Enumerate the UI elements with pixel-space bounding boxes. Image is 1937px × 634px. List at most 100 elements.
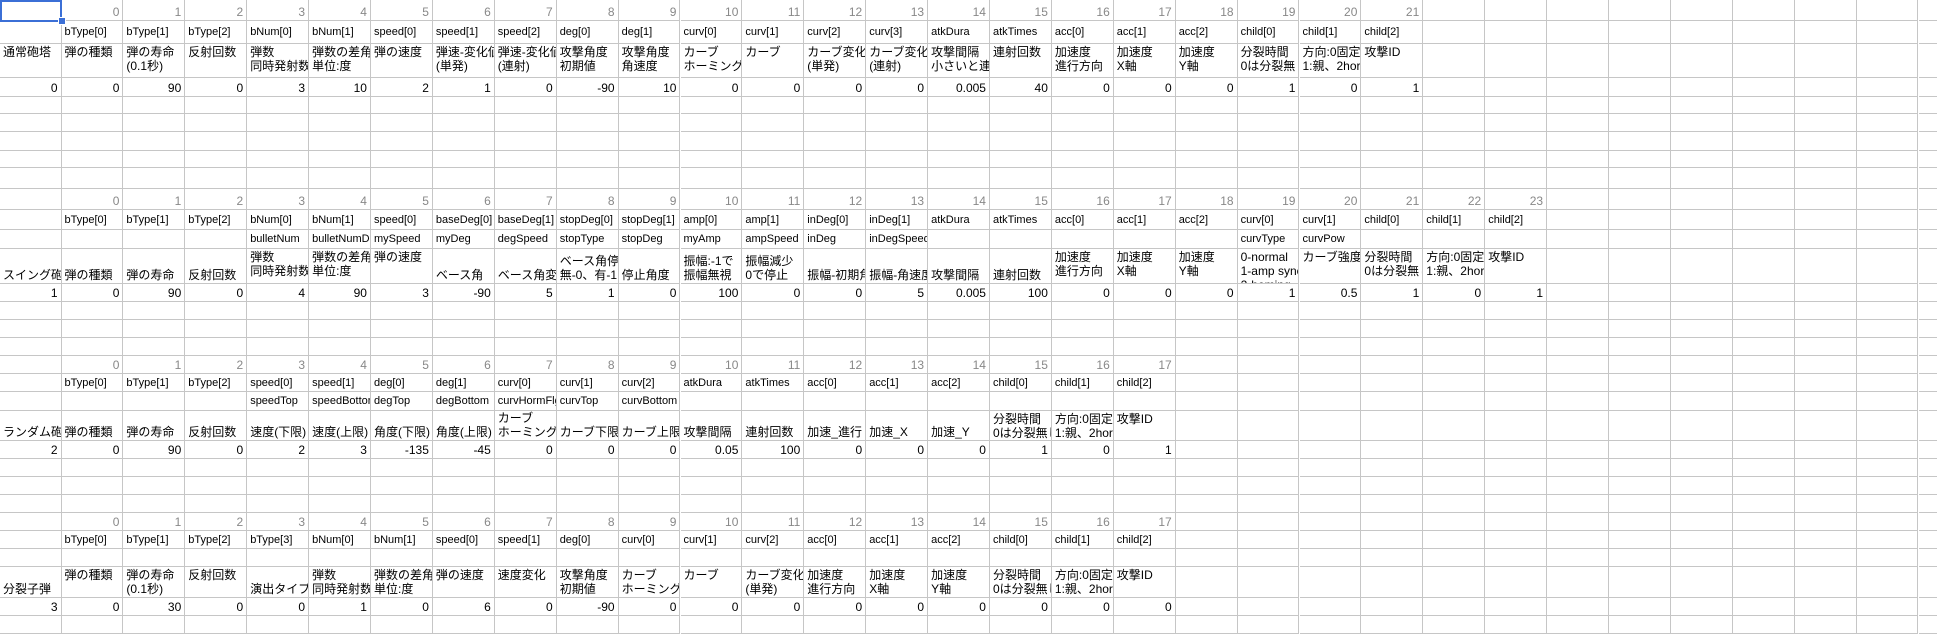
value-cell[interactable]: 90	[123, 441, 185, 459]
field-name-cell[interactable]: speed[0]	[371, 210, 433, 230]
cell[interactable]	[1733, 97, 1795, 114]
cell[interactable]	[123, 459, 185, 477]
column-index-cell[interactable]: 0	[62, 189, 124, 210]
column-index-cell[interactable]: 9	[619, 513, 681, 531]
cell[interactable]	[1795, 44, 1857, 78]
description-label-cell[interactable]: 攻撃ID	[1114, 411, 1176, 441]
cell[interactable]	[1423, 78, 1485, 97]
column-index-cell[interactable]: 4	[309, 513, 371, 531]
column-index-cell[interactable]: 4	[309, 189, 371, 210]
cell[interactable]	[309, 459, 371, 477]
cell[interactable]	[1919, 616, 1937, 634]
cell[interactable]	[1671, 0, 1733, 21]
description-label-cell[interactable]: ベース角	[433, 249, 495, 284]
description-label-cell[interactable]: 反射回数	[185, 44, 247, 78]
cell[interactable]	[1795, 338, 1857, 356]
cell[interactable]	[123, 132, 185, 151]
value-cell[interactable]: 0	[371, 598, 433, 616]
variable-name-cell[interactable]: stopType	[557, 230, 619, 249]
cell[interactable]	[1361, 151, 1423, 168]
cell[interactable]	[309, 302, 371, 320]
description-label-cell[interactable]: 分裂時間 0は分裂無し	[990, 567, 1052, 598]
column-index-cell[interactable]: 9	[619, 0, 681, 21]
cell[interactable]	[1238, 114, 1300, 132]
cell[interactable]	[1857, 598, 1919, 616]
cell[interactable]	[1857, 513, 1919, 531]
value-cell[interactable]: 0	[866, 78, 928, 97]
cell[interactable]	[866, 392, 928, 411]
column-index-cell[interactable]: 7	[495, 513, 557, 531]
cell[interactable]	[681, 151, 743, 168]
cell[interactable]	[1547, 495, 1609, 513]
cell[interactable]	[495, 151, 557, 168]
cell[interactable]	[1733, 151, 1795, 168]
column-index-cell[interactable]: 9	[619, 356, 681, 374]
cell[interactable]	[1919, 567, 1937, 598]
cell[interactable]	[1300, 356, 1362, 374]
cell[interactable]	[1919, 320, 1937, 338]
cell[interactable]	[1857, 210, 1919, 230]
cell[interactable]	[1423, 495, 1485, 513]
cell[interactable]	[1361, 616, 1423, 634]
cell[interactable]	[1423, 114, 1485, 132]
description-label-cell[interactable]: 攻撃間隔	[928, 249, 990, 284]
column-index-cell[interactable]: 16	[1052, 513, 1114, 531]
cell[interactable]	[123, 477, 185, 495]
cell[interactable]	[495, 338, 557, 356]
cell[interactable]	[1300, 477, 1362, 495]
cell[interactable]	[1361, 132, 1423, 151]
cell[interactable]	[123, 230, 185, 249]
cell[interactable]	[185, 392, 247, 411]
cell[interactable]	[185, 302, 247, 320]
value-cell[interactable]: 0	[185, 441, 247, 459]
field-name-cell[interactable]: child[2]	[1114, 374, 1176, 392]
column-index-cell[interactable]: 6	[433, 356, 495, 374]
field-name-cell[interactable]: deg[0]	[557, 21, 619, 44]
value-cell[interactable]: 0	[62, 598, 124, 616]
cell[interactable]	[1300, 616, 1362, 634]
cell[interactable]	[1300, 567, 1362, 598]
description-label-cell[interactable]: ベース角変化	[495, 249, 557, 284]
field-name-cell[interactable]: curv[2]	[619, 374, 681, 392]
cell[interactable]	[1423, 356, 1485, 374]
field-name-cell[interactable]: acc[2]	[1176, 210, 1238, 230]
value-cell[interactable]: 0	[804, 441, 866, 459]
cell[interactable]	[1300, 598, 1362, 616]
field-name-cell[interactable]: child[1]	[1052, 531, 1114, 549]
cell[interactable]	[1361, 459, 1423, 477]
field-name-cell[interactable]: speed[1]	[433, 21, 495, 44]
cell[interactable]	[1052, 132, 1114, 151]
value-cell[interactable]: 5	[495, 284, 557, 302]
value-cell[interactable]: 0.05	[681, 441, 743, 459]
column-index-cell[interactable]: 13	[866, 189, 928, 210]
field-name-cell[interactable]: acc[1]	[1114, 210, 1176, 230]
cell[interactable]	[742, 97, 804, 114]
field-name-cell[interactable]: bNum[0]	[247, 21, 309, 44]
cell[interactable]	[1857, 549, 1919, 567]
cell[interactable]	[433, 616, 495, 634]
cell[interactable]	[1919, 0, 1937, 21]
cell[interactable]	[0, 21, 62, 44]
cell[interactable]	[1795, 392, 1857, 411]
cell[interactable]	[1795, 477, 1857, 495]
description-label-cell[interactable]: 方向:0固定 1:親、2hormi	[1052, 567, 1114, 598]
column-index-cell[interactable]: 20	[1300, 189, 1362, 210]
field-name-cell[interactable]: child[2]	[1361, 21, 1423, 44]
cell[interactable]	[1361, 598, 1423, 616]
cell[interactable]	[309, 132, 371, 151]
cell[interactable]	[1795, 459, 1857, 477]
cell[interactable]	[62, 151, 124, 168]
cell[interactable]	[1423, 531, 1485, 549]
column-index-cell[interactable]: 8	[557, 0, 619, 21]
cell[interactable]	[185, 459, 247, 477]
cell[interactable]	[1795, 302, 1857, 320]
value-cell[interactable]: 0	[990, 598, 1052, 616]
column-index-cell[interactable]: 17	[1114, 356, 1176, 374]
cell[interactable]	[1423, 411, 1485, 441]
column-index-cell[interactable]: 19	[1238, 0, 1300, 21]
cell[interactable]	[1423, 21, 1485, 44]
section-title-cell[interactable]: スイング砲塔	[0, 249, 62, 284]
cell[interactable]	[1423, 598, 1485, 616]
description-label-cell[interactable]: カーブ下限	[557, 411, 619, 441]
cell[interactable]	[1733, 477, 1795, 495]
